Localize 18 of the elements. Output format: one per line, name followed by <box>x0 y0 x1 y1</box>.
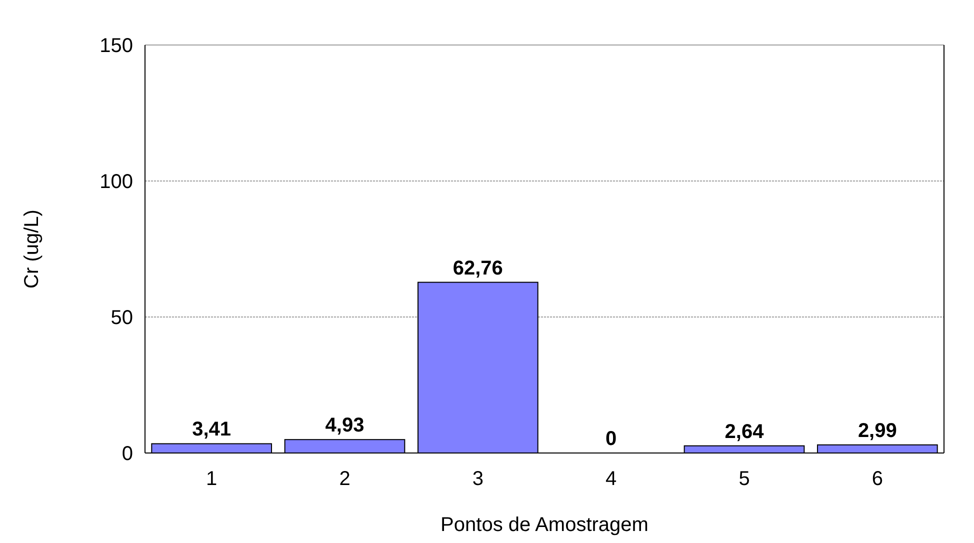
data-label: 4,93 <box>325 414 364 437</box>
x-tick-label: 4 <box>606 468 617 490</box>
data-label: 2,99 <box>858 420 897 442</box>
data-label: 3,41 <box>192 418 232 441</box>
data-label: 62,76 <box>452 257 503 280</box>
data-label: 0 <box>606 428 617 450</box>
y-tick-label: 150 <box>100 35 133 57</box>
x-tick-label: 5 <box>738 468 750 490</box>
y-axis-title: Cr (ug/L) <box>21 210 43 288</box>
x-tick-label: 2 <box>339 468 350 490</box>
y-tick-label: 50 <box>110 307 133 329</box>
x-tick-label: 3 <box>472 468 484 490</box>
y-tick-label: 100 <box>100 171 133 193</box>
data-label: 2,64 <box>724 420 765 443</box>
y-tick-label: 0 <box>122 443 133 465</box>
x-tick-label: 1 <box>206 468 218 490</box>
x-axis-title: Pontos de Amostragem <box>440 514 648 536</box>
x-tick-label: 6 <box>872 468 883 490</box>
